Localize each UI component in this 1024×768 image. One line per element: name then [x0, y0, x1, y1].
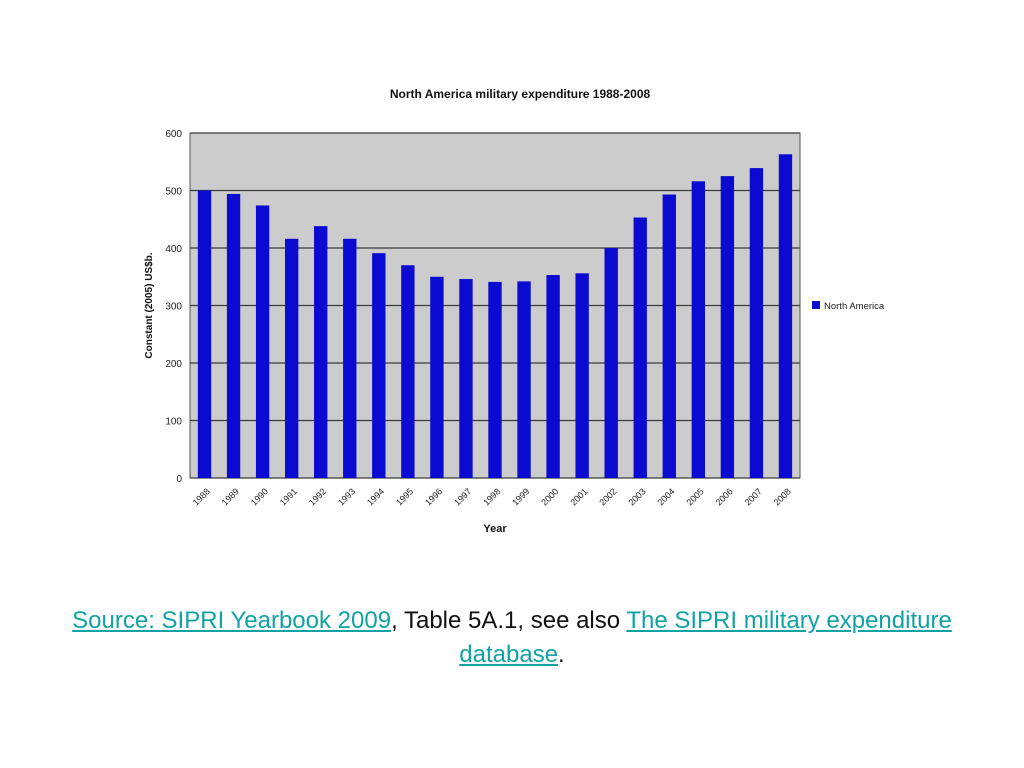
x-tick-label: 2007 — [743, 486, 764, 507]
y-axis-label: Constant (2005) US$b. — [144, 252, 155, 358]
y-tick-label: 600 — [165, 129, 182, 140]
bar — [604, 248, 618, 478]
x-axis-label: Year — [483, 523, 507, 535]
x-tick-label: 1988 — [191, 486, 212, 507]
x-tick-label: 2005 — [685, 486, 706, 507]
chart-title: North America military expenditure 1988-… — [390, 87, 651, 101]
x-tick-label: 1999 — [510, 486, 531, 507]
bar — [662, 194, 676, 478]
legend-label: North America — [824, 301, 885, 312]
bar — [255, 205, 270, 478]
bar — [197, 190, 212, 478]
bar — [633, 217, 647, 478]
bar — [372, 253, 386, 478]
bar — [691, 181, 706, 479]
chart: 0 100 200 300 400 500 600 1988 1989 1990 1991 1992 1… — [144, 87, 885, 535]
x-tick-label: 1993 — [336, 486, 357, 507]
bar — [401, 265, 415, 478]
x-tick-label: 2008 — [772, 486, 793, 507]
y-tick-label: 400 — [165, 244, 182, 255]
caption-text-2: . — [558, 641, 565, 668]
bar — [546, 275, 560, 478]
x-tick-label: 1991 — [278, 486, 299, 507]
bar — [459, 279, 473, 478]
x-tick-label: 2000 — [539, 486, 560, 507]
x-tick-label: 1989 — [220, 486, 241, 507]
bar — [343, 238, 357, 478]
bar — [314, 226, 328, 478]
y-tick-label: 500 — [165, 187, 182, 198]
sipri-database-link[interactable]: The SIPRI military expenditure database — [459, 607, 952, 668]
y-tick-label: 300 — [165, 302, 182, 313]
legend-swatch — [812, 301, 820, 309]
x-tick-label: 2001 — [568, 486, 589, 507]
source-caption: Source: SIPRI Yearbook 2009, Table 5A.1,… — [40, 604, 984, 672]
bar — [778, 154, 793, 478]
bar — [430, 276, 444, 478]
bar — [749, 168, 764, 478]
y-tick-label: 200 — [165, 359, 182, 370]
bar — [575, 273, 589, 478]
x-tick-label: 2003 — [626, 486, 647, 507]
x-tick-label: 1996 — [423, 486, 444, 507]
x-tick-label: 2004 — [655, 486, 676, 507]
x-tick-label: 2006 — [714, 486, 735, 507]
bar — [226, 193, 241, 478]
bar — [720, 176, 735, 478]
bar — [517, 281, 531, 478]
bar-chart-svg: 0 100 200 300 400 500 600 1988 1989 1990 1991 1992 1… — [144, 87, 885, 535]
x-tick-label: 1995 — [394, 486, 415, 507]
x-tick-label: 1992 — [307, 486, 328, 507]
y-tick-label: 100 — [165, 417, 182, 428]
x-tick-label: 2002 — [597, 486, 618, 507]
caption-text-1: , Table 5A.1, see also — [391, 607, 627, 634]
bar — [488, 281, 502, 478]
sipri-yearbook-link[interactable]: Source: SIPRI Yearbook 2009 — [72, 607, 392, 634]
y-tick-label: 0 — [176, 474, 182, 485]
x-tick-label: 1994 — [365, 486, 386, 507]
x-tick-label: 1998 — [481, 486, 502, 507]
x-tick-label: 1990 — [249, 486, 270, 507]
bar — [284, 238, 299, 478]
x-tick-label: 1997 — [452, 486, 473, 507]
